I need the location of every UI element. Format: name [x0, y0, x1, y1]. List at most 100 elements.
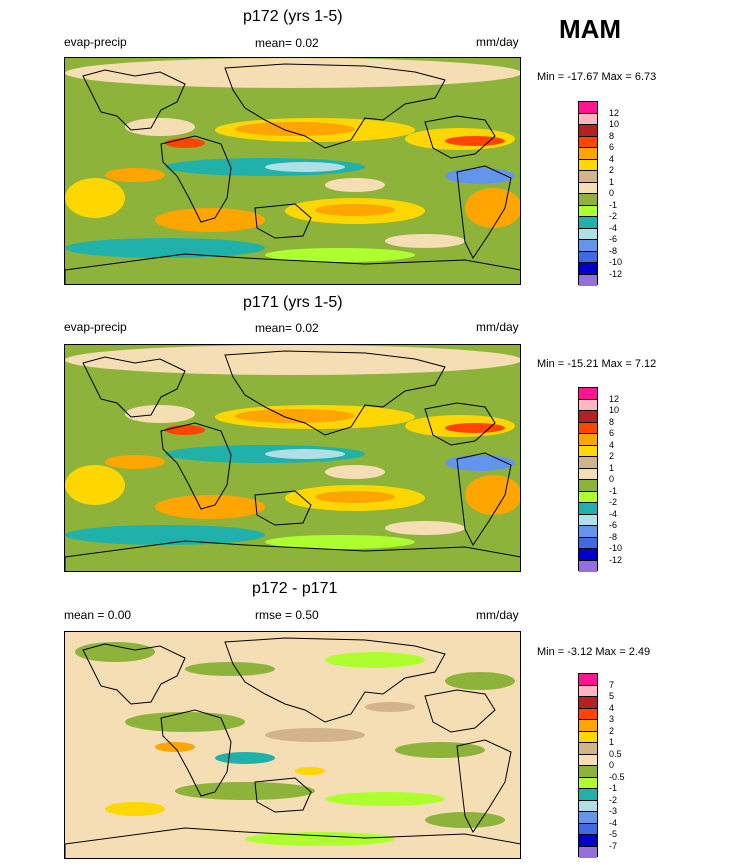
panel3-colorbar — [578, 673, 598, 858]
panel3-map — [64, 631, 521, 859]
colorbar-swatch — [579, 182, 597, 194]
colorbar-tick-label: 12 — [609, 393, 620, 404]
colorbar-tick-label: 10 — [609, 119, 620, 129]
colorbar-tick-label: 4 — [609, 439, 615, 450]
colorbar-swatch — [579, 240, 597, 252]
panel2-map — [64, 344, 521, 572]
colorbar-swatch — [579, 205, 597, 217]
panel1-map — [64, 57, 521, 285]
colorbar-swatch — [579, 800, 597, 812]
panel1-title: p172 (yrs 1-5) — [243, 8, 343, 25]
colorbar-tick-label: -4 — [609, 817, 618, 828]
panel2-title: p171 (yrs 1-5) — [243, 294, 343, 311]
colorbar-swatch — [579, 468, 597, 480]
colorbar-swatch — [579, 102, 597, 114]
colorbar-tick-label: 2 — [609, 165, 615, 175]
colorbar-swatch — [579, 228, 597, 240]
colorbar-swatch — [579, 789, 597, 801]
colorbar-tick-label: 1 — [609, 737, 615, 747]
panel2-minmax: Min = -15.21 Max = 7.12 — [537, 358, 657, 370]
colorbar-tick-label: -10 — [609, 543, 623, 553]
colorbar-tick-label: 1 — [609, 176, 615, 187]
colorbar-swatch — [579, 708, 597, 720]
colorbar-swatch — [579, 731, 597, 743]
colorbar-swatch — [579, 549, 597, 561]
colorbar-tick-label: -2 — [609, 211, 618, 221]
colorbar-tick-label: -7 — [609, 840, 618, 851]
colorbar-swatch — [579, 526, 597, 538]
panel3-units: mm/day — [476, 608, 519, 622]
colorbar-tick-label: -0.5 — [609, 771, 625, 782]
colorbar-swatch — [579, 697, 597, 709]
colorbar-tick-label: 2 — [609, 451, 615, 461]
panel2-colorbar — [578, 387, 598, 572]
colorbar-swatch — [579, 503, 597, 515]
colorbar-swatch — [579, 125, 597, 137]
panel3-mean-label: mean = 0.00 — [64, 608, 132, 622]
colorbar-swatch — [579, 754, 597, 766]
colorbar-swatch — [579, 263, 597, 275]
colorbar-swatch — [579, 835, 597, 847]
panel1-minmax: Min = -17.67 Max = 6.73 — [537, 71, 657, 83]
panel2-mean-label: mean= 0.02 — [255, 321, 319, 335]
colorbar-swatch — [579, 457, 597, 469]
colorbar-tick-label: 10 — [609, 405, 620, 415]
colorbar-swatch — [579, 171, 597, 183]
colorbar-swatch — [579, 480, 597, 492]
colorbar-swatch — [579, 217, 597, 229]
colorbar-swatch — [579, 674, 597, 686]
colorbar-tick-label: -10 — [609, 257, 623, 267]
colorbar-swatch — [579, 685, 597, 697]
colorbar-tick-label: 0 — [609, 474, 615, 484]
colorbar-tick-label: 4 — [609, 153, 615, 164]
colorbar-tick-label: -1 — [609, 199, 618, 210]
colorbar-swatch — [579, 388, 597, 400]
colorbar-swatch — [579, 434, 597, 446]
colorbar-tick-label: 0 — [609, 188, 615, 198]
colorbar-tick-label: 6 — [609, 142, 615, 152]
panel2-variable-label: evap-precip — [64, 320, 127, 334]
colorbar-swatch — [579, 537, 597, 549]
colorbar-tick-label: 7 — [609, 679, 615, 690]
colorbar-tick-label: -5 — [609, 829, 618, 839]
colorbar-tick-label: 2 — [609, 725, 615, 736]
colorbar-swatch — [579, 274, 597, 286]
panel3-rmse-label: rmse = 0.50 — [255, 608, 319, 622]
colorbar-swatch — [579, 812, 597, 824]
colorbar-tick-label: -3 — [609, 806, 618, 816]
colorbar-swatch — [579, 743, 597, 755]
panel1-units: mm/day — [476, 35, 519, 49]
colorbar-tick-label: 0.5 — [609, 748, 622, 759]
colorbar-swatch — [579, 251, 597, 263]
panel1-variable-label: evap-precip — [64, 35, 127, 49]
panel1-colorbar — [578, 101, 598, 286]
colorbar-tick-label: -1 — [609, 485, 618, 496]
panel3-title: p172 - p171 — [252, 580, 338, 597]
colorbar-tick-label: 8 — [609, 130, 615, 141]
colorbar-swatch — [579, 766, 597, 778]
colorbar-swatch — [579, 777, 597, 789]
colorbar-tick-label: -8 — [609, 245, 618, 256]
colorbar-swatch — [579, 445, 597, 457]
colorbar-swatch — [579, 136, 597, 148]
colorbar-tick-label: -12 — [609, 554, 623, 565]
colorbar-tick-label: 4 — [609, 702, 615, 713]
colorbar-swatch — [579, 823, 597, 835]
panel1-mean-label: mean= 0.02 — [255, 36, 319, 50]
colorbar-tick-label: -4 — [609, 508, 618, 519]
colorbar-tick-label: -4 — [609, 222, 618, 233]
season-title: MAM — [559, 14, 622, 44]
colorbar-tick-label: -12 — [609, 268, 623, 279]
colorbar-swatch — [579, 422, 597, 434]
colorbar-swatch — [579, 491, 597, 503]
colorbar-tick-label: -6 — [609, 520, 618, 530]
colorbar-tick-label: 6 — [609, 428, 615, 438]
colorbar-swatch — [579, 399, 597, 411]
colorbar-tick-label: -2 — [609, 497, 618, 507]
colorbar-tick-label: -1 — [609, 783, 618, 793]
colorbar-swatch — [579, 148, 597, 160]
colorbar-swatch — [579, 560, 597, 572]
colorbar-swatch — [579, 720, 597, 732]
panel2-units: mm/day — [476, 320, 519, 334]
colorbar-tick-label: 5 — [609, 691, 615, 701]
